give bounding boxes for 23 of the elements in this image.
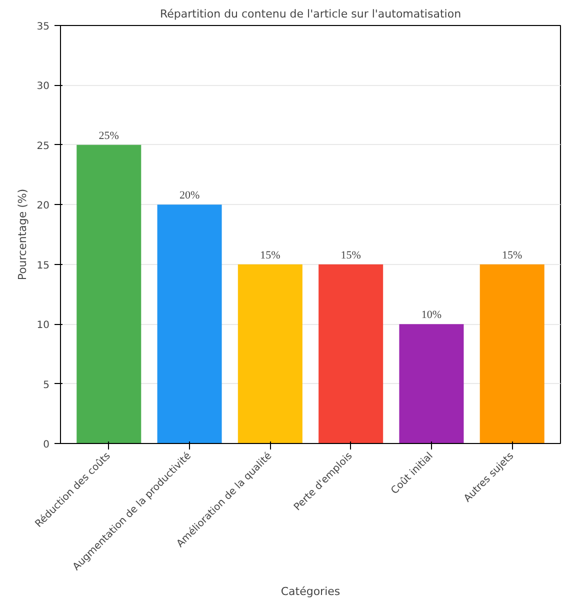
chart-title: Répartition du contenu de l'article sur l'automatisation: [160, 8, 462, 20]
bar: [238, 264, 302, 444]
x-axis-title: Catégories: [280, 584, 340, 598]
y-tick-label: 10: [36, 320, 50, 332]
data-label: 20%: [179, 190, 200, 202]
y-axis-title: Pourcentage (%): [16, 188, 29, 280]
data-label: 10%: [421, 309, 442, 322]
data-label: 25%: [98, 130, 119, 142]
bar: [318, 264, 384, 444]
y-tick-label: 25: [36, 140, 50, 152]
y-tick-label: 0: [43, 440, 50, 450]
bar: [157, 204, 222, 444]
bar: [76, 144, 142, 444]
y-tick-label: 30: [36, 81, 50, 92]
y-tick-label: 20: [36, 200, 50, 212]
y-tick-label: 15: [36, 260, 50, 272]
y-tick-label: 35: [36, 22, 50, 32]
bar: [399, 324, 464, 444]
bar: [480, 264, 544, 444]
y-tick-label: 5: [43, 380, 50, 391]
data-label: 15%: [340, 249, 361, 262]
data-label: 15%: [260, 249, 280, 262]
data-label: 15%: [502, 249, 522, 262]
